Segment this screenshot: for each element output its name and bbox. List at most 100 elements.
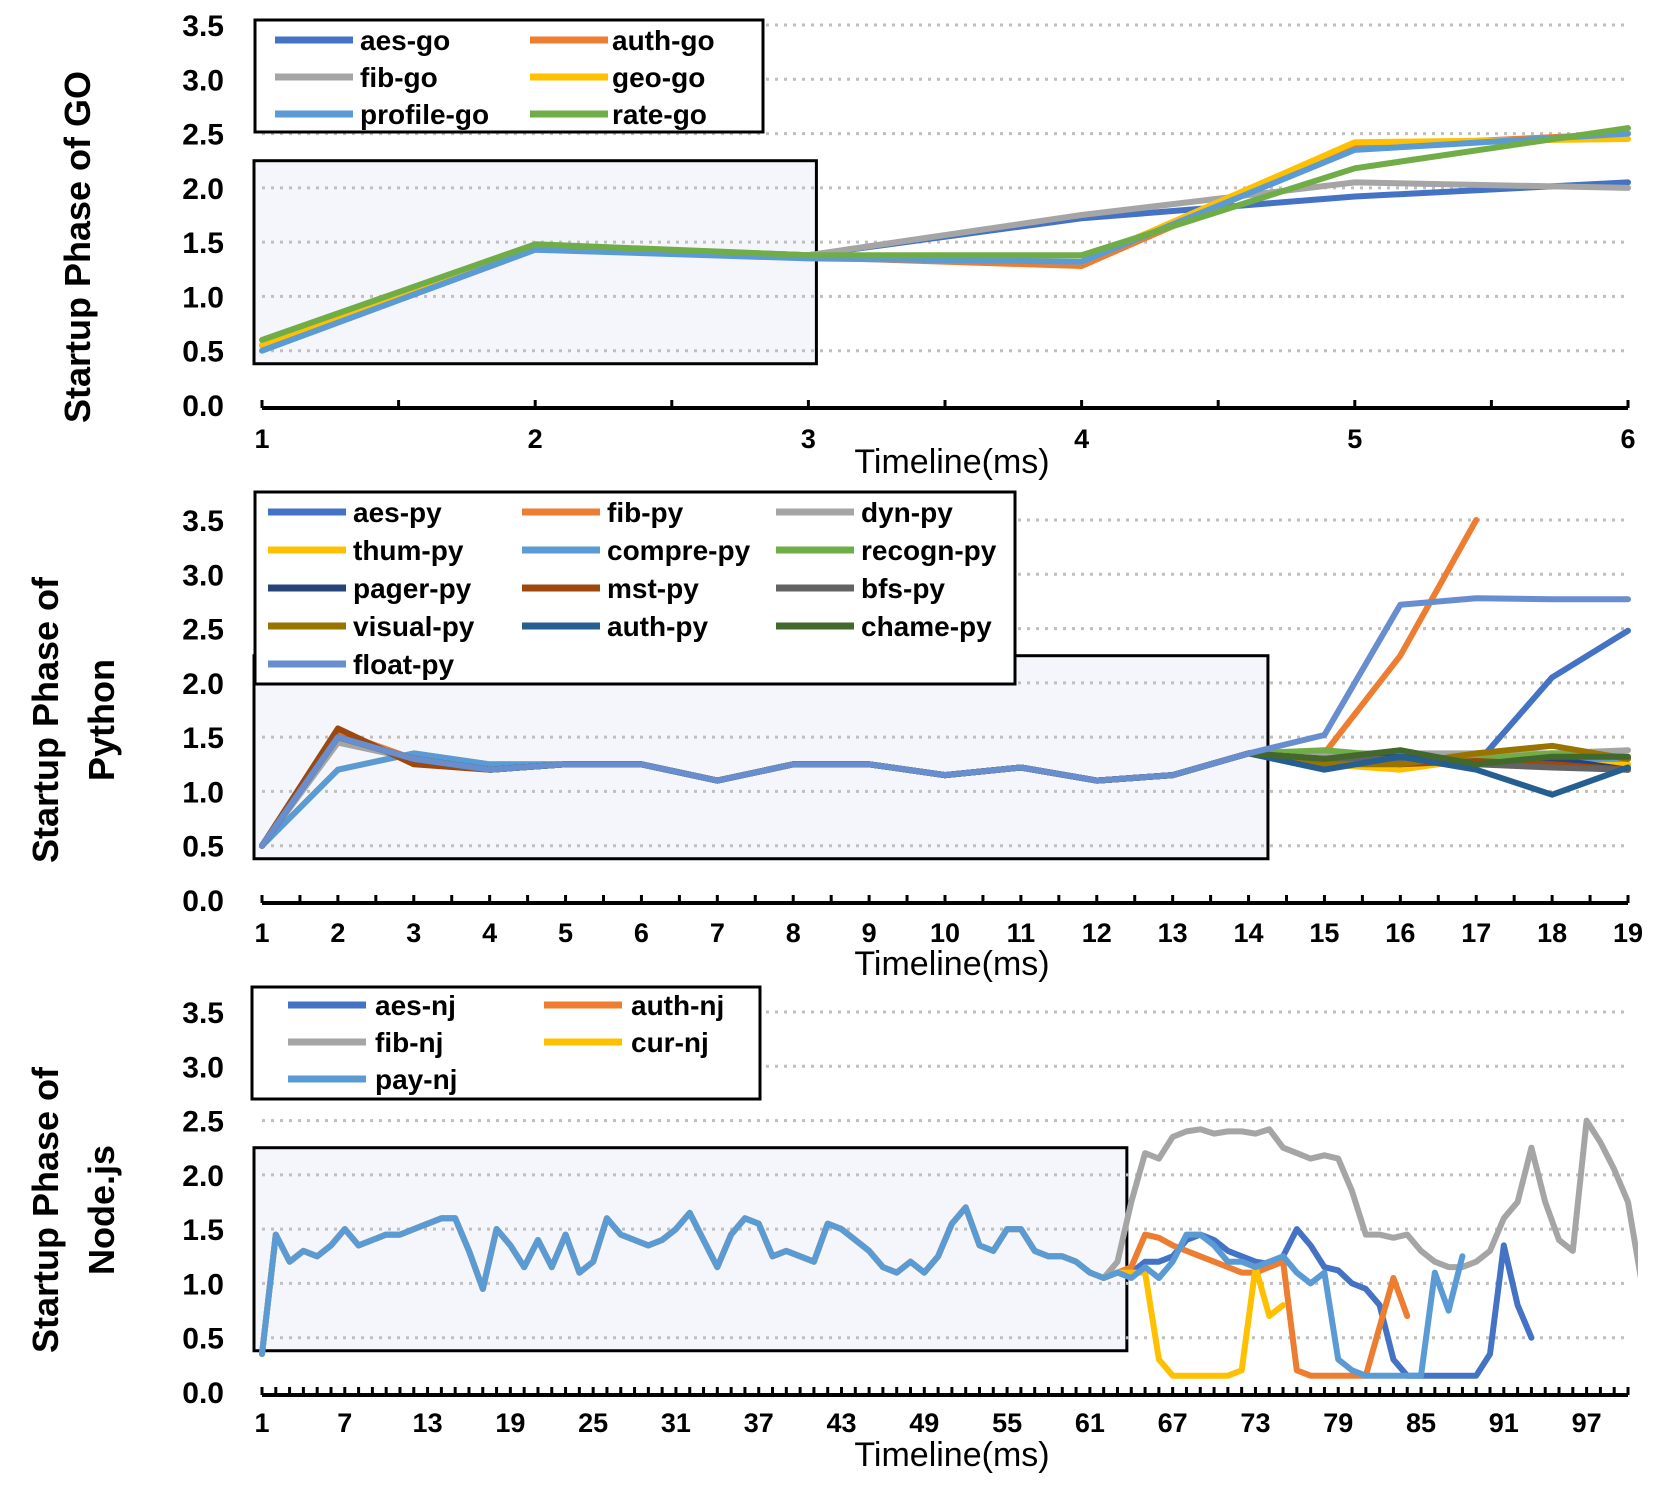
legend-label-mst-py: mst-py	[607, 573, 699, 604]
x-tick-label: 55	[992, 1408, 1022, 1438]
legend-label-bfs-py: bfs-py	[861, 573, 945, 604]
x-tick-label: 61	[1075, 1408, 1105, 1438]
x-tick-label: 14	[1234, 918, 1264, 948]
legend-label-visual-py: visual-py	[353, 611, 475, 642]
y-tick-label: 0.5	[182, 831, 224, 864]
y-axis-title: Startup Phase of	[25, 1066, 66, 1353]
highlight-box	[252, 159, 818, 366]
legend-label-pay-nj: pay-nj	[375, 1064, 457, 1095]
y-tick-label: 3.5	[182, 997, 224, 1030]
chart-go: 0.0 0.5 1.0 1.5 2.0 2.5 3.0 3.5 1 2 3 4 5 6 Timeline(m…	[57, 10, 1636, 481]
x-tick-label: 3	[406, 918, 421, 948]
y-tick-label: 2.5	[182, 119, 224, 152]
x-tick-label: 8	[786, 918, 801, 948]
legend-label-aes-py: aes-py	[353, 497, 442, 528]
legend-label-aes-go: aes-go	[360, 25, 450, 56]
legend: aes-py fib-py dyn-py thum-py compre-py recogn…	[253, 490, 1017, 686]
x-tick-label: 15	[1309, 918, 1339, 948]
legend-label-dyn-py: dyn-py	[861, 497, 953, 528]
x-tick-label: 6	[1620, 424, 1635, 454]
legend: aes-go auth-go fib-go geo-go profile-go rate-…	[253, 18, 765, 134]
x-tick-label: 18	[1537, 918, 1567, 948]
y-tick-label: 1.0	[182, 776, 224, 809]
x-tick-label: 12	[1082, 918, 1112, 948]
x-tick-label: 43	[826, 1408, 856, 1438]
y-tick-label: 0.0	[182, 390, 224, 423]
x-tick-label: 97	[1572, 1408, 1602, 1438]
legend-label-chame-py: chame-py	[861, 611, 992, 642]
x-tick-label: 91	[1489, 1408, 1519, 1438]
x-tick-label: 16	[1385, 918, 1415, 948]
legend-label-thum-py: thum-py	[353, 535, 464, 566]
x-tick-label: 11	[1007, 918, 1036, 948]
legend: aes-nj auth-nj fib-nj cur-nj pay-nj	[250, 985, 762, 1101]
series-line-profile-go	[259, 130, 1631, 354]
x-tick-label: 19	[495, 1408, 525, 1438]
y-tick-label: 2.0	[182, 668, 224, 701]
y-tick-label: 1.5	[182, 722, 224, 755]
x-tick-label: 31	[661, 1408, 691, 1438]
legend-label-aes-nj: aes-nj	[375, 990, 456, 1021]
x-tick-label: 37	[744, 1408, 774, 1438]
x-tick-label: 2	[330, 918, 345, 948]
legend-label-auth-nj: auth-nj	[631, 990, 724, 1021]
y-axis-title: Startup Phase of GO	[57, 71, 98, 423]
x-tick-label: 1	[254, 424, 269, 454]
y-tick-label: 2.0	[182, 1160, 224, 1193]
legend-label-profile-go: profile-go	[360, 99, 489, 130]
x-tick-label: 5	[558, 918, 573, 948]
x-tick-label: 5	[1347, 424, 1362, 454]
y-axis-title: Python	[81, 659, 122, 781]
x-tick-label: 1	[254, 1408, 269, 1438]
legend-label-cur-nj: cur-nj	[631, 1027, 709, 1058]
x-tick-label: 49	[909, 1408, 939, 1438]
y-tick-label: 3.0	[182, 559, 224, 592]
x-tick-label: 25	[578, 1408, 608, 1438]
y-tick-label: 0.0	[182, 1377, 224, 1410]
legend-label-geo-go: geo-go	[612, 62, 705, 93]
y-tick-label: 3.5	[182, 10, 224, 43]
x-tick-label: 67	[1158, 1408, 1188, 1438]
legend-label-rate-go: rate-go	[612, 99, 707, 130]
y-axis-title: Startup Phase of	[25, 576, 66, 863]
y-tick-label: 2.5	[182, 1106, 224, 1139]
x-tick-label: 2	[528, 424, 543, 454]
y-tick-label: 1.0	[182, 1268, 224, 1301]
series-line-pay-nj	[259, 1204, 1466, 1379]
y-tick-label: 1.0	[182, 281, 224, 314]
x-tick-label: 13	[413, 1408, 443, 1438]
x-axis-title: Timeline(ms)	[854, 945, 1049, 983]
legend-label-fib-go: fib-go	[360, 62, 438, 93]
legend-label-recogn-py: recogn-py	[861, 535, 997, 566]
legend-label-float-py: float-py	[353, 649, 455, 680]
legend-label-fib-nj: fib-nj	[375, 1027, 443, 1058]
y-tick-label: 3.0	[182, 1051, 224, 1084]
x-tick-label: 17	[1461, 918, 1491, 948]
x-tick-label: 6	[634, 918, 649, 948]
series-line-float-py	[259, 595, 1631, 849]
x-tick-label: 19	[1613, 918, 1643, 948]
legend-label-pager-py: pager-py	[353, 573, 472, 604]
legend-label-auth-py: auth-py	[607, 611, 709, 642]
legend-label-compre-py: compre-py	[607, 535, 751, 566]
y-tick-label: 0.5	[182, 336, 224, 369]
x-tick-label: 1	[254, 918, 269, 948]
legend-box	[253, 490, 1017, 686]
y-tick-label: 1.5	[182, 227, 224, 260]
x-axis-title: Timeline(ms)	[854, 443, 1049, 481]
x-tick-label: 13	[1158, 918, 1188, 948]
y-tick-label: 2.0	[182, 173, 224, 206]
legend-label-auth-go: auth-go	[612, 25, 715, 56]
y-tick-label: 0.0	[182, 885, 224, 918]
series-line-rate-go	[259, 125, 1631, 343]
chart-py: 0.00.51.01.52.02.53.03.51 2 3 4 5 6 7 8 9 10 11 12 1…	[25, 490, 1643, 983]
x-tick-label: 4	[482, 918, 497, 948]
x-tick-label: 85	[1406, 1408, 1436, 1438]
x-tick-label: 7	[337, 1408, 352, 1438]
x-tick-label: 73	[1240, 1408, 1270, 1438]
y-axis-title: Node.js	[81, 1145, 122, 1275]
y-tick-label: 0.5	[182, 1323, 224, 1356]
y-tick-label: 3.0	[182, 64, 224, 97]
x-tick-label: 3	[801, 424, 816, 454]
